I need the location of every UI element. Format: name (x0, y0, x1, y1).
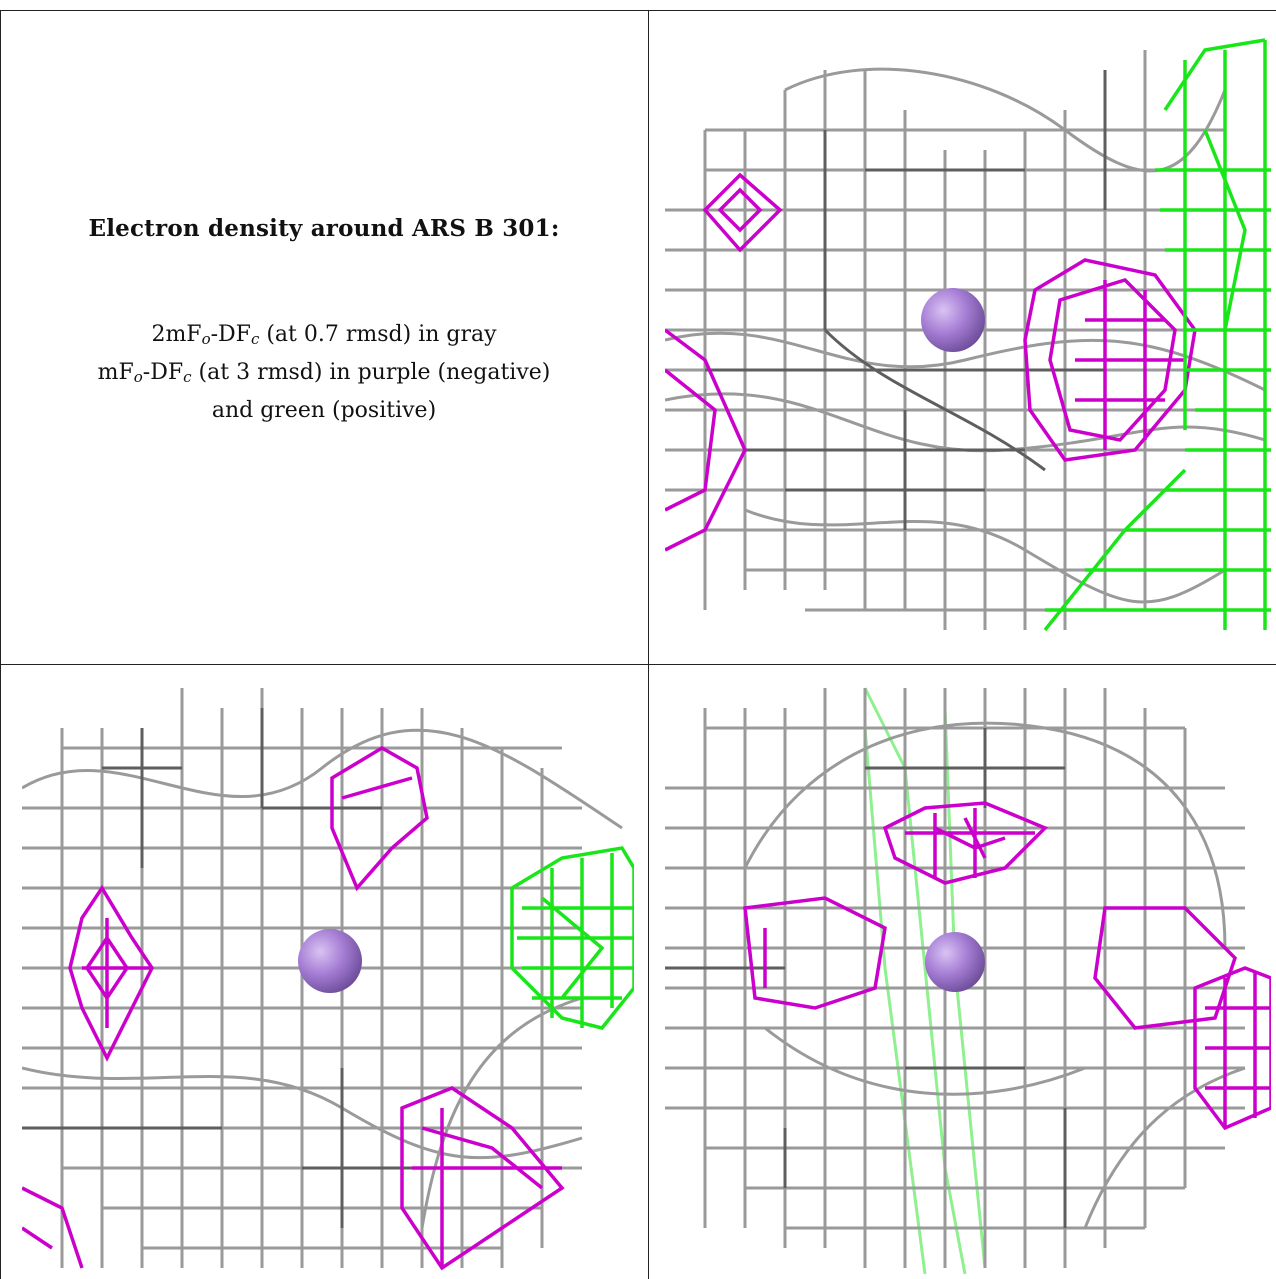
table-middle-border (0, 664, 1276, 665)
dark-mesh (705, 70, 1107, 530)
table-top-border (0, 10, 1276, 11)
line2-pre: mF (97, 360, 134, 385)
line2-sub1: o (133, 368, 143, 386)
line1-mid: -DF (210, 322, 251, 347)
positive-density (1043, 38, 1271, 632)
caption-line-3: and green (positive) (211, 398, 437, 423)
dark-mesh (22, 708, 422, 1228)
caption-line-1: 2mFo-DFc (at 0.7 rmsd) in gray (98, 318, 551, 356)
line2-post: (at 3 rmsd) in purple (negative) (191, 360, 551, 385)
caption-cell: Electron density around ARS B 301: 2mFo-… (0, 10, 648, 664)
dark-mesh (665, 728, 1067, 1228)
caption-text: 2mFo-DFc (at 0.7 rmsd) in gray mFo-DFc (… (98, 318, 551, 428)
line1-pre: 2mF (151, 322, 202, 347)
caption-title: Electron density around ARS B 301: (88, 215, 560, 242)
arsenic-atom-sphere (925, 932, 985, 992)
line1-sub1: o (201, 330, 211, 348)
arsenic-atom-sphere (298, 929, 362, 993)
table-left-border (0, 10, 1, 1279)
line1-sub2: c (250, 330, 260, 348)
positive-density (510, 846, 634, 1030)
negative-density (743, 801, 1271, 1131)
arsenic-atom-sphere (921, 288, 985, 352)
density-view-2 (22, 688, 634, 1271)
gray-mesh (22, 688, 623, 1268)
negative-density (665, 172, 1197, 552)
line2-sub2: c (183, 368, 192, 386)
density-view-1 (665, 38, 1271, 632)
density-panel-bottom-right (665, 668, 1271, 1274)
density-panel-top-right (665, 30, 1271, 636)
negative-density (22, 745, 565, 1271)
caption: Electron density around ARS B 301: 2mFo-… (0, 10, 648, 664)
caption-line-2: mFo-DFc (at 3 rmsd) in purple (negative) (98, 356, 551, 394)
density-panel-bottom-left (22, 668, 634, 1274)
table-vertical-divider (648, 10, 649, 1279)
line1-post: (at 0.7 rmsd) in gray (259, 322, 497, 347)
density-view-3 (665, 687, 1271, 1274)
line2-mid: -DF (142, 360, 184, 385)
